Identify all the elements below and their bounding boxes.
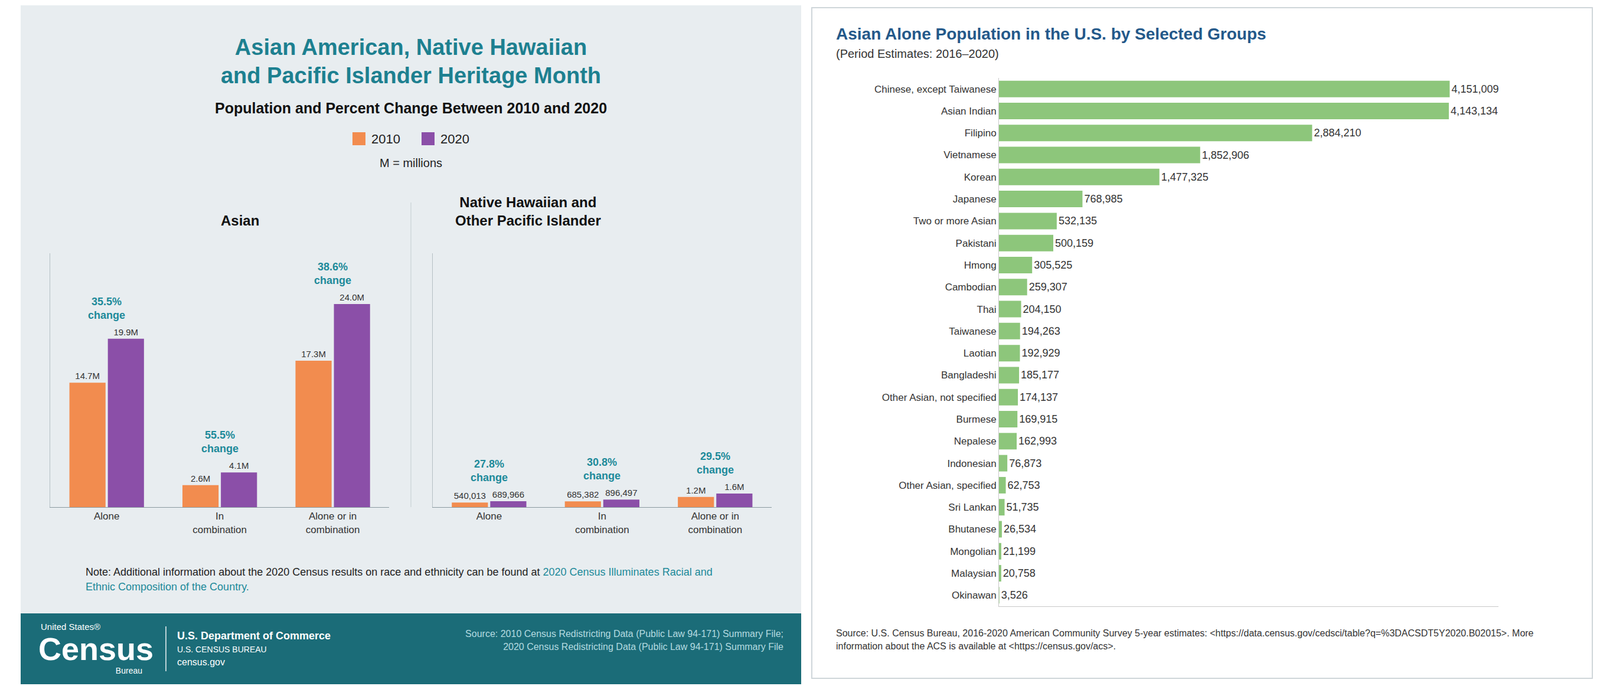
svg-text:1.2M: 1.2M [686, 485, 706, 496]
svg-text:685,382: 685,382 [566, 489, 599, 500]
svg-text:768,985: 768,985 [1083, 193, 1123, 205]
svg-text:76,873: 76,873 [1009, 457, 1042, 470]
svg-text:38.6%change: 38.6%change [314, 260, 352, 287]
svg-text:Laotian: Laotian [963, 347, 997, 359]
svg-text:Alone or incombination: Alone or incombination [305, 510, 361, 535]
svg-text:500,159: 500,159 [1055, 237, 1094, 250]
svg-text:204,150: 204,150 [1023, 303, 1062, 316]
svg-text:Bhutanese: Bhutanese [948, 523, 997, 535]
svg-text:174,137: 174,137 [1019, 391, 1059, 404]
svg-text:Vietnamese: Vietnamese [943, 149, 997, 161]
svg-text:Burmese: Burmese [956, 413, 997, 426]
svg-text:20,758: 20,758 [1003, 567, 1036, 580]
svg-text:Asian: Asian [220, 212, 260, 229]
svg-text:Mongolian: Mongolian [949, 546, 997, 558]
svg-text:24.0M: 24.0M [339, 292, 365, 303]
svg-text:26,534: 26,534 [1003, 523, 1037, 535]
svg-text:Other Asian, specified: Other Asian, specified [898, 480, 997, 492]
html-text:2020: 2020 [440, 131, 470, 147]
svg-text:305,525: 305,525 [1033, 259, 1073, 271]
svg-text:Malaysian: Malaysian [951, 567, 997, 580]
html-text:Note: Additional information a: Note: Additional information about the 2… [85, 566, 713, 593]
svg-text:540,013: 540,013 [454, 490, 486, 501]
html-text:Asian American, Native Hawaiia: Asian American, Native Hawaiian [234, 34, 587, 60]
svg-text:Cambodian: Cambodian [945, 281, 997, 293]
svg-text:689,966: 689,966 [492, 489, 525, 500]
svg-text:Indonesian: Indonesian [947, 458, 997, 470]
svg-text:2,884,210: 2,884,210 [1313, 126, 1361, 139]
svg-text:194,263: 194,263 [1021, 325, 1061, 338]
html-text:M = millions: M = millions [379, 156, 443, 170]
html-text:and Pacific Islander Heritage: and Pacific Islander Heritage Month [220, 62, 602, 88]
svg-text:Asian Indian: Asian Indian [941, 105, 997, 117]
svg-text:Pakistani: Pakistani [955, 237, 997, 250]
svg-text:Korean: Korean [964, 171, 997, 184]
html-text:United States®: United States® [40, 621, 101, 632]
svg-text:Other Asian, not specified: Other Asian, not specified [882, 392, 997, 404]
svg-text:Incombination: Incombination [575, 510, 630, 535]
svg-text:Alone: Alone [93, 510, 120, 522]
svg-text:14.7M: 14.7M [74, 370, 100, 381]
svg-text:51,735: 51,735 [1006, 501, 1040, 514]
html-text:U.S. Department of Commerce: U.S. Department of Commerce [177, 629, 331, 642]
svg-text:1,477,325: 1,477,325 [1161, 171, 1209, 184]
html-text:census.gov: census.gov [177, 657, 225, 668]
svg-text:1.6M: 1.6M [724, 481, 744, 492]
svg-text:2.6M: 2.6M [190, 473, 211, 484]
svg-text:62,753: 62,753 [1007, 479, 1041, 492]
svg-text:Alone: Alone [476, 510, 502, 522]
html-text:Bureau: Bureau [115, 665, 143, 676]
svg-text:Thai: Thai [977, 304, 997, 316]
svg-text:Taiwanese: Taiwanese [948, 325, 997, 338]
svg-text:Alone or incombination: Alone or incombination [687, 510, 743, 535]
svg-text:Filipino: Filipino [964, 127, 997, 139]
html-text:Source: U.S. Census Bureau, 20: Source: U.S. Census Bureau, 2016-2020 Am… [836, 628, 1534, 651]
svg-text:259,307: 259,307 [1029, 281, 1068, 293]
svg-text:21,199: 21,199 [1003, 545, 1036, 558]
svg-text:Japanese: Japanese [952, 193, 997, 205]
svg-text:Okinawan: Okinawan [951, 589, 997, 602]
html-text:Asian Alone Population in the: Asian Alone Population in the U.S. by Se… [836, 24, 1267, 44]
svg-text:30.8%change: 30.8%change [583, 456, 621, 482]
svg-text:27.8%change: 27.8%change [470, 458, 508, 484]
svg-text:169,915: 169,915 [1019, 413, 1058, 426]
svg-text:Hmong: Hmong [964, 259, 997, 271]
svg-text:19.9M: 19.9M [113, 327, 139, 338]
html-text:Census: Census [38, 631, 154, 667]
html-text:2010: 2010 [371, 131, 401, 147]
html-text:(Period Estimates: 2016–2020): (Period Estimates: 2016–2020) [836, 47, 999, 61]
svg-text:162,993: 162,993 [1018, 435, 1057, 447]
svg-text:532,135: 532,135 [1058, 214, 1097, 227]
svg-text:4.1M: 4.1M [229, 460, 249, 471]
svg-text:1,852,906: 1,852,906 [1202, 149, 1250, 162]
html-text:Source: 2010 Census Redistrict: Source: 2010 Census Redistricting Data (… [465, 628, 784, 652]
html-text:U.S. CENSUS BUREAU: U.S. CENSUS BUREAU [177, 644, 267, 655]
svg-text:3,526: 3,526 [1001, 589, 1028, 602]
html-text:Population and Percent Change: Population and Percent Change Between 20… [214, 99, 607, 117]
svg-text:Nepalese: Nepalese [954, 435, 997, 447]
svg-text:35.5%change: 35.5%change [87, 295, 126, 322]
svg-text:4,143,134: 4,143,134 [1450, 105, 1498, 117]
svg-text:55.5%change: 55.5%change [201, 429, 239, 455]
svg-text:4,151,009: 4,151,009 [1451, 83, 1499, 96]
svg-text:896,497: 896,497 [605, 487, 638, 498]
svg-text:Incombination: Incombination [192, 510, 247, 535]
svg-text:17.3M: 17.3M [301, 348, 326, 359]
svg-text:185,177: 185,177 [1020, 369, 1060, 381]
svg-text:Bangladeshi: Bangladeshi [941, 369, 997, 381]
svg-text:Chinese, except Taiwanese: Chinese, except Taiwanese [874, 83, 997, 96]
svg-text:Sri Lankan: Sri Lankan [948, 501, 997, 514]
svg-text:192,929: 192,929 [1021, 347, 1060, 359]
svg-text:Native Hawaiian andOther Pacif: Native Hawaiian andOther Pacific Islande… [455, 194, 602, 229]
svg-text:Two or more Asian: Two or more Asian [913, 215, 997, 227]
svg-text:29.5%change: 29.5%change [696, 450, 734, 476]
